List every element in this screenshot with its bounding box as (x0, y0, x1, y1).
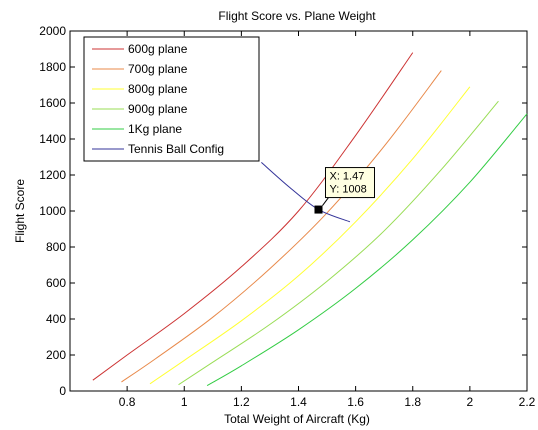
legend-label: 900g plane (128, 102, 188, 116)
x-tick-label: 2 (467, 395, 474, 409)
series-layer (92, 52, 528, 387)
y-tick-label: 1800 (39, 60, 66, 74)
datatip-box (324, 167, 375, 199)
x-tick-label: 1.4 (290, 395, 307, 409)
x-tick-label: 1.8 (404, 395, 421, 409)
y-axis-ticks: 0 200 400 600 800 1000 1200 1400 1600 1800 2000 (39, 24, 527, 398)
legend-label: 800g plane (128, 82, 188, 96)
datatip[interactable]: X: 1.47Y: 1008 (314, 167, 375, 214)
y-tick-label: 2000 (39, 24, 66, 38)
x-tick-label: 1.6 (347, 395, 364, 409)
y-axis-label: Flight Score (13, 179, 27, 243)
y-tick-label: 1200 (39, 168, 66, 182)
series-line-tennis-ball-config (261, 162, 351, 223)
chart-title: Flight Score vs. Plane Weight (218, 9, 376, 23)
series-line-800g-plane (149, 86, 471, 385)
x-tick-label: 1 (181, 395, 188, 409)
legend-label: 1Kg plane (128, 122, 182, 136)
series-line-600g-plane (92, 52, 414, 381)
legend[interactable]: 600g plane 700g plane 800g plane 900g plane… (83, 36, 260, 162)
y-tick-label: 600 (46, 276, 66, 290)
legend-label: 700g plane (128, 62, 188, 76)
legend-box (83, 36, 260, 162)
legend-label: 600g plane (128, 42, 188, 56)
datatip-y-text: Y: 1008 (329, 184, 366, 196)
series-line-900g-plane (178, 100, 499, 386)
y-tick-label: 200 (46, 348, 66, 362)
x-tick-label: 1.2 (233, 395, 250, 409)
series-line-1kg-plane (206, 113, 528, 387)
x-tick-label: 2.2 (519, 395, 536, 409)
y-tick-label: 800 (46, 240, 66, 254)
y-tick-label: 1400 (39, 132, 66, 146)
y-tick-label: 1600 (39, 96, 66, 110)
datatip-x-text: X: 1.47 (329, 171, 364, 183)
x-axis-ticks: 0.8 1 1.2 1.4 1.6 1.8 2 2.2 (119, 31, 536, 409)
y-tick-label: 0 (59, 384, 66, 398)
datatip-pointer (322, 197, 329, 206)
y-tick-label: 1000 (39, 204, 66, 218)
series-line-700g-plane (121, 70, 442, 383)
x-axis-label: Total Weight of Aircraft (Kg) (224, 412, 370, 426)
datatip-marker[interactable] (314, 205, 323, 214)
x-tick-label: 0.8 (119, 395, 136, 409)
y-tick-label: 400 (46, 312, 66, 326)
legend-label: Tennis Ball Config (128, 142, 224, 156)
